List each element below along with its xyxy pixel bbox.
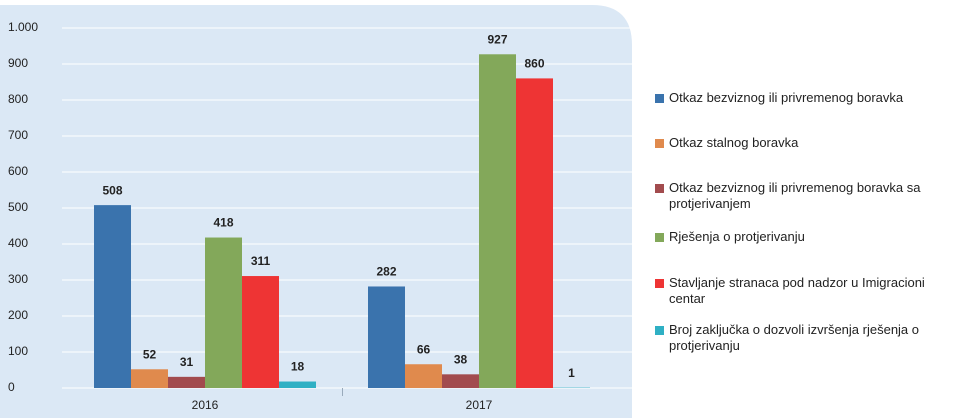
legend-item: Stavljanje stranaca pod nadzor u Imigrac… <box>655 275 960 307</box>
legend-swatch <box>655 139 664 148</box>
y-tick-label: 400 <box>8 236 28 250</box>
value-label: 18 <box>291 360 305 374</box>
bar <box>405 364 442 388</box>
value-label: 418 <box>213 216 233 230</box>
legend-swatch <box>655 94 664 103</box>
bar <box>516 78 553 389</box>
legend-item: Otkaz stalnog boravka <box>655 135 960 151</box>
chart: 0 100 200 300 400 500 600 700 800 900 1.000 2016 508… <box>0 5 632 418</box>
legend-label: Otkaz bezviznog ili privremenog boravka … <box>669 180 921 211</box>
value-label: 927 <box>487 32 507 46</box>
legend-item: Rješenja o protjerivanju <box>655 229 960 245</box>
y-tick-label: 200 <box>8 308 28 322</box>
value-label: 282 <box>376 265 396 279</box>
value-label: 860 <box>524 57 544 71</box>
y-tick-label: 800 <box>8 92 28 106</box>
y-tick-label: 600 <box>8 164 28 178</box>
value-label: 1 <box>568 366 575 380</box>
legend: Otkaz bezviznog ili privremenog boravka O… <box>655 0 960 418</box>
y-tick-label: 300 <box>8 272 28 286</box>
x-tick-label: 2016 <box>192 398 219 412</box>
y-tick-label: 700 <box>8 128 28 142</box>
bar <box>168 376 205 388</box>
bar <box>205 237 242 388</box>
bar <box>242 276 279 388</box>
legend-label: Stavljanje stranaca pod nadzor u Imigrac… <box>669 275 925 306</box>
y-tick-label: 900 <box>8 56 28 70</box>
bar <box>131 369 168 388</box>
legend-label: Broj zaključka o dozvoli izvršenja rješe… <box>669 322 920 353</box>
value-label: 52 <box>143 347 157 361</box>
value-label: 31 <box>180 355 194 369</box>
value-label: 66 <box>417 342 431 356</box>
legend-label: Rješenja o protjerivanju <box>669 229 805 244</box>
bar <box>442 374 479 388</box>
value-label: 311 <box>251 254 271 268</box>
value-label: 508 <box>102 183 122 197</box>
legend-label: Otkaz bezviznog ili privremenog boravka <box>669 90 904 105</box>
legend-label: Otkaz stalnog boravka <box>669 135 799 150</box>
y-tick-label: 0 <box>8 380 15 394</box>
bar <box>94 205 131 388</box>
y-tick-label: 500 <box>8 200 28 214</box>
legend-swatch <box>655 184 664 193</box>
bar <box>368 286 405 388</box>
value-label: 38 <box>454 352 468 366</box>
legend-item: Otkaz bezviznog ili privremenog boravka <box>655 90 960 106</box>
legend-swatch <box>655 233 664 242</box>
bar <box>279 381 316 388</box>
legend-swatch <box>655 326 664 335</box>
x-tick-label: 2017 <box>466 398 493 412</box>
legend-swatch <box>655 279 664 288</box>
legend-item: Otkaz bezviznog ili privremenog boravka … <box>655 180 960 212</box>
chart-panel <box>0 5 632 418</box>
legend-item: Broj zaključka o dozvoli izvršenja rješe… <box>655 322 960 354</box>
bar <box>479 54 516 388</box>
y-tick-label: 1.000 <box>8 20 38 34</box>
y-tick-label: 100 <box>8 344 28 358</box>
